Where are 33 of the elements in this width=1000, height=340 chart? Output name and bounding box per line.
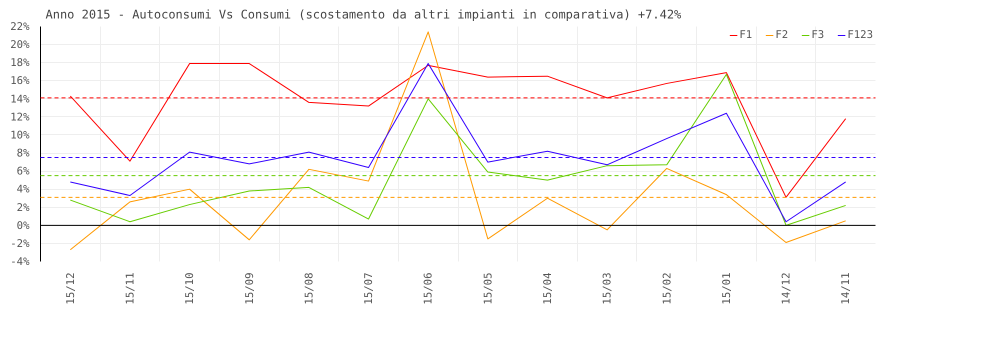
y-tick-label: 0% bbox=[16, 218, 30, 232]
x-tick-label: 15/01 bbox=[720, 272, 733, 305]
x-tick-label: 14/12 bbox=[780, 272, 793, 305]
legend-label: F123 bbox=[847, 28, 873, 41]
x-tick-label: 15/03 bbox=[600, 272, 614, 305]
y-tick-label: 12% bbox=[10, 110, 30, 124]
x-tick-label: 15/07 bbox=[362, 272, 376, 305]
x-tick-label: 15/02 bbox=[660, 272, 674, 305]
x-tick-label: 15/08 bbox=[302, 272, 316, 305]
y-tick-label: 10% bbox=[10, 128, 30, 142]
y-tick-label: -4% bbox=[10, 255, 30, 268]
y-tick-label: 18% bbox=[10, 56, 30, 70]
x-tick-label: 15/04 bbox=[540, 272, 554, 305]
y-tick-label: 2% bbox=[16, 200, 30, 214]
x-tick-label: 15/09 bbox=[242, 272, 256, 305]
y-tick-label: 14% bbox=[10, 92, 30, 106]
x-tick-label: 15/12 bbox=[64, 272, 77, 305]
chart-title: Anno 2015 - Autoconsumi Vs Consumi (scostamento da altri impianti in comparativa) +7.42% bbox=[46, 8, 682, 22]
y-tick-label: 4% bbox=[16, 182, 30, 196]
y-tick-label: 20% bbox=[10, 38, 30, 52]
y-tick-label: 22% bbox=[10, 20, 30, 33]
x-tick-label: 15/05 bbox=[481, 272, 494, 305]
legend-label: F1 bbox=[739, 28, 754, 41]
y-tick-label: 6% bbox=[16, 164, 30, 178]
legend-label: F3 bbox=[811, 28, 826, 41]
x-tick-label: 15/10 bbox=[183, 272, 196, 305]
legend-label: F2 bbox=[775, 28, 790, 41]
y-tick-label: 8% bbox=[16, 146, 30, 160]
y-tick-label: -2% bbox=[10, 236, 30, 250]
x-tick-label: 14/11 bbox=[839, 272, 852, 305]
y-tick-label: 16% bbox=[10, 74, 30, 88]
x-tick-label: 15/06 bbox=[422, 272, 435, 305]
x-tick-label: 15/11 bbox=[123, 272, 136, 305]
